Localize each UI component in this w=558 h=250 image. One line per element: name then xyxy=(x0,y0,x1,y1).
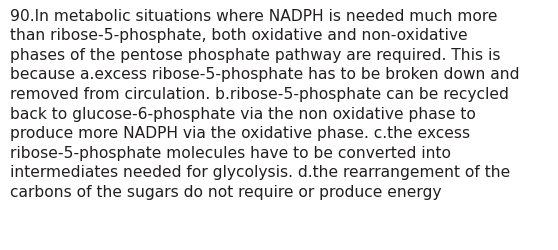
Text: 90.In metabolic situations where NADPH is needed much more
than ribose-5-phospha: 90.In metabolic situations where NADPH i… xyxy=(10,9,519,199)
